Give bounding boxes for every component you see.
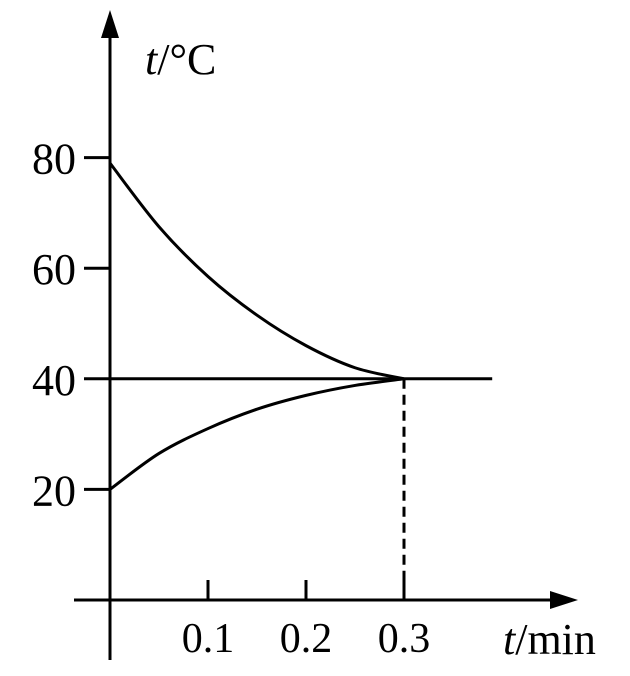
x-axis-arrow-icon bbox=[550, 591, 578, 609]
y-tick-label: 40 bbox=[32, 356, 76, 405]
y-tick-label: 60 bbox=[32, 245, 76, 294]
series-group bbox=[108, 162, 493, 491]
x-tick-label: 0.1 bbox=[182, 616, 235, 662]
x-tick-label: 0.3 bbox=[378, 616, 431, 662]
y-tick-label: 80 bbox=[32, 135, 76, 184]
x-axis-label-var: t bbox=[503, 615, 517, 664]
y-axis-arrow-icon bbox=[101, 10, 119, 38]
heating-curve bbox=[109, 377, 405, 491]
cooling-curve bbox=[108, 162, 405, 381]
y-axis-label-var: t bbox=[145, 35, 159, 84]
y-ticks: 20 40 60 80 bbox=[32, 135, 110, 515]
x-axis-label-unit: /min bbox=[515, 615, 596, 664]
y-axis-label: t/°C bbox=[145, 35, 216, 84]
x-tick-label: 0.2 bbox=[280, 616, 333, 662]
y-tick-label: 20 bbox=[32, 466, 76, 515]
y-axis-label-unit: /°C bbox=[157, 35, 216, 84]
x-ticks: 0.1 0.2 0.3 bbox=[182, 580, 431, 662]
x-axis-label: t/min bbox=[503, 615, 596, 664]
